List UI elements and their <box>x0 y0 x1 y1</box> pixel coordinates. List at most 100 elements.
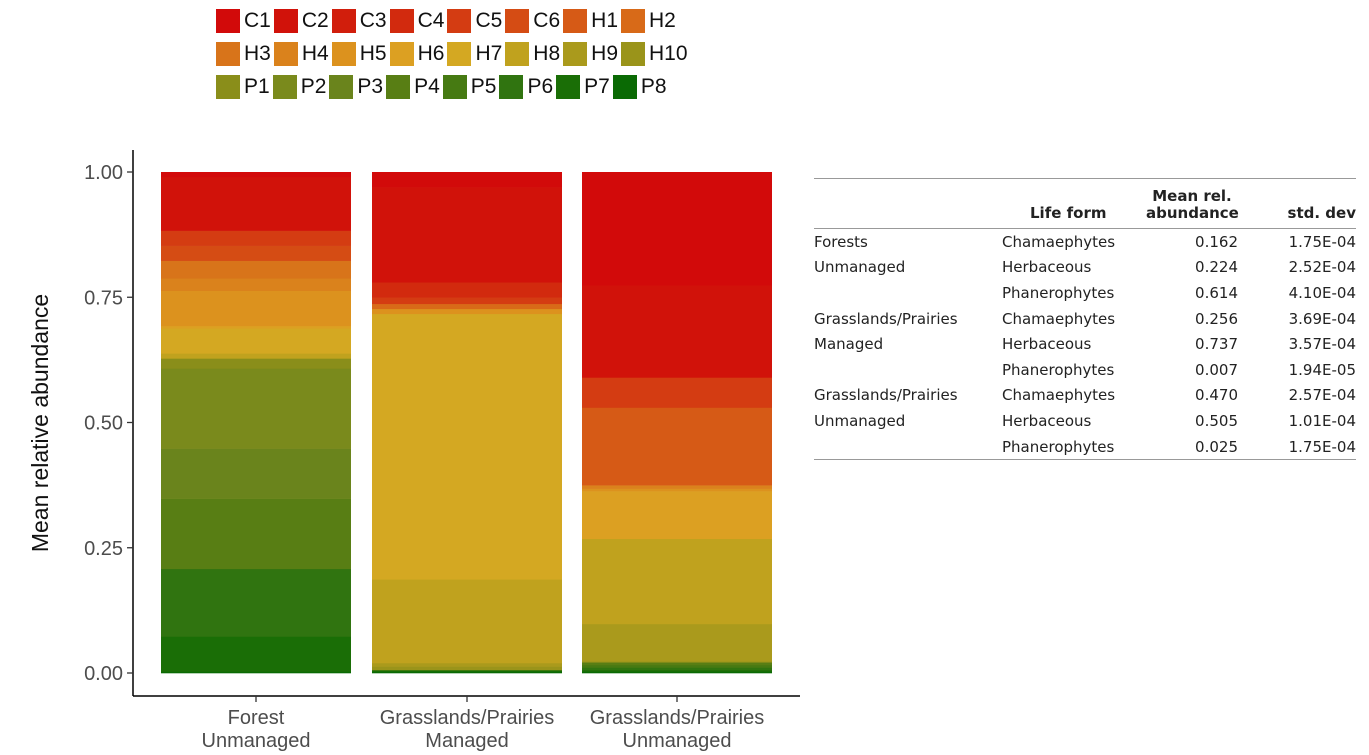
bar-segment <box>161 177 351 231</box>
table-row: Phanerophytes 0.007 1.94E-05 <box>814 357 1356 383</box>
bar-segment <box>582 671 772 674</box>
legend-swatch <box>331 8 356 33</box>
legend-swatch <box>563 8 588 33</box>
table-cell-life-form: Phanerophytes <box>1002 360 1115 379</box>
table-cell-life-form: Chamaephytes <box>1002 386 1116 405</box>
legend-label: C4 <box>417 8 445 32</box>
table-row: Phanerophytes 0.614 4.10E-04 <box>814 280 1356 306</box>
table-body: Forests Chamaephytes 0.162 1.75E-04 Unmanage… <box>814 229 1356 459</box>
bar-segment <box>372 297 562 305</box>
legend-label: P6 <box>527 74 554 98</box>
legend-item: H6 <box>389 41 445 66</box>
legend-swatch <box>216 41 240 66</box>
table-cell-life-form: Herbaceous <box>1002 335 1092 354</box>
bar-segment <box>372 172 562 188</box>
legend-item: H7 <box>447 41 503 66</box>
legend-swatch <box>389 41 414 66</box>
y-axis-label: Mean relative abundance <box>27 294 53 552</box>
bar-segment <box>372 579 562 664</box>
legend-swatch <box>621 41 646 66</box>
legend-swatch <box>563 41 588 66</box>
bar-segment <box>582 538 772 625</box>
table-cell-life-form: Chamaephytes <box>1002 309 1116 328</box>
header-std: std. dev <box>1287 204 1356 222</box>
legend-swatch <box>505 8 530 33</box>
legend-label: C6 <box>533 8 561 32</box>
table-cell-std: 3.57E-04 <box>1288 335 1356 354</box>
table-cell-mean: 0.162 <box>1195 232 1238 251</box>
table-cell-habitat: Grasslands/Prairies <box>814 309 958 328</box>
header-mean: Mean rel. abundance <box>1136 188 1239 222</box>
legend-swatch <box>216 74 240 99</box>
legend-label: C2 <box>301 8 329 32</box>
table-cell-mean: 0.470 <box>1195 386 1238 405</box>
bar-segment <box>582 491 772 540</box>
table-cell-habitat: Forests <box>814 232 868 251</box>
table-row: Grasslands/Prairies Chamaephytes 0.256 3.69… <box>814 306 1356 332</box>
legend-swatch <box>447 41 472 66</box>
bar-segment <box>161 328 351 354</box>
bar-segment <box>582 285 772 378</box>
bar-segment <box>582 172 772 286</box>
header-mean-line2: abundance <box>1146 204 1239 222</box>
table-cell-mean: 0.256 <box>1195 309 1238 328</box>
summary-table: Life form Mean rel. abundance std. dev F… <box>814 178 1356 461</box>
table-cell-std: 4.10E-04 <box>1288 283 1356 302</box>
table-cell-mean: 0.224 <box>1195 258 1238 277</box>
table-row: Unmanaged Herbaceous 0.505 1.01E-04 <box>814 408 1356 434</box>
legend-row: H3 H4 H5 H6 H7 H8 H9 H10 <box>216 37 691 70</box>
bar-segment <box>582 669 772 672</box>
bar-segment <box>161 260 351 279</box>
x-tick-label: Forest <box>228 707 285 729</box>
legend-swatch <box>499 74 524 99</box>
y-tick-label: 0.50 <box>84 413 123 435</box>
legend-swatch <box>216 8 240 33</box>
legend-swatch <box>272 74 297 99</box>
legend-item: H8 <box>505 41 560 66</box>
bar-segment <box>161 358 351 369</box>
bar-segment <box>582 664 772 668</box>
legend-swatch <box>556 74 581 99</box>
bar-segment <box>372 313 562 580</box>
y-tick-label: 0.75 <box>84 287 123 309</box>
table-cell-habitat: Unmanaged <box>814 411 906 430</box>
header-life-form: Life form <box>1030 204 1107 222</box>
legend-label: P5 <box>470 74 497 98</box>
bar-segment <box>161 568 351 637</box>
bar-segment <box>161 636 351 672</box>
legend-label: H9 <box>591 41 619 65</box>
legend-item: H9 <box>563 41 619 66</box>
legend-label: C3 <box>359 8 387 32</box>
legend-label: H5 <box>359 41 387 65</box>
legend-item: H5 <box>331 41 387 66</box>
legend-item: C1 <box>216 8 271 33</box>
legend-item: H10 <box>621 41 688 66</box>
legend-label: C5 <box>475 8 503 32</box>
legend-item: P5 <box>442 74 497 99</box>
y-tick-label: 0.00 <box>84 663 123 685</box>
legend-swatch <box>612 74 637 99</box>
bar-segment <box>161 671 351 674</box>
bar-segment <box>161 325 351 329</box>
table-row: Grasslands/Prairies Chamaephytes 0.470 2.57… <box>814 383 1356 409</box>
legend-item: H4 <box>273 41 329 66</box>
legend-item: C4 <box>389 8 445 33</box>
legend-label: P7 <box>584 74 610 98</box>
bar-segment <box>582 661 772 663</box>
table-cell-habitat: Grasslands/Prairies <box>814 386 958 405</box>
legend-swatch <box>505 41 530 66</box>
legend-label: H7 <box>475 41 503 65</box>
legend-item: H3 <box>216 41 271 66</box>
legend-label: H6 <box>417 41 445 65</box>
bar-segment <box>161 448 351 499</box>
legend-label: P4 <box>414 74 440 98</box>
table-cell-habitat: Unmanaged <box>814 258 906 277</box>
bar-segment <box>161 498 351 570</box>
legend-label: H10 <box>649 41 688 65</box>
table-cell-life-form: Herbaceous <box>1002 258 1092 277</box>
legend-swatch <box>331 41 356 66</box>
legend-row: C1 C2 C3 C4 C5 C6 H1 H2 <box>216 4 691 37</box>
table-header: Life form Mean rel. abundance std. dev <box>814 179 1356 229</box>
bar-segment <box>582 667 772 671</box>
